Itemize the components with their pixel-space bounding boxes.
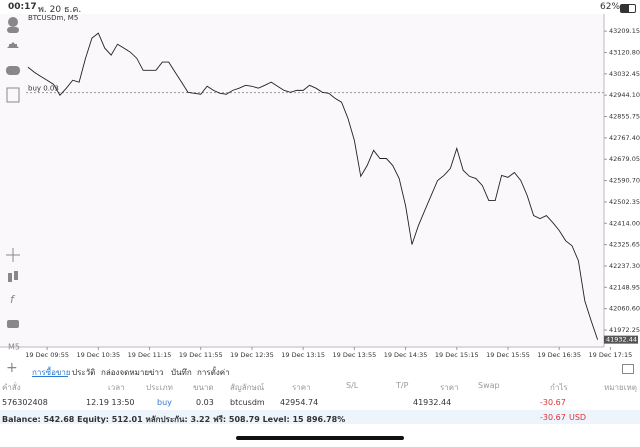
x-tick-label: 19 Dec 11:15 <box>128 351 172 359</box>
column-header: ราคา <box>292 383 311 392</box>
x-tick-label: 19 Dec 17:15 <box>589 351 633 359</box>
y-tick-label: 43120.80 <box>609 48 640 56</box>
column-header: ขนาด <box>193 383 214 392</box>
x-tick-label: 19 Dec 15:15 <box>435 351 479 359</box>
timeframe: M5 <box>8 343 20 352</box>
summary-bar <box>0 410 640 424</box>
y-tick-label: 42060.60 <box>609 305 640 313</box>
tab-underline <box>32 376 68 377</box>
tab[interactable]: ข่าว <box>149 368 164 377</box>
tab[interactable]: การตั้งค่า <box>197 368 230 377</box>
icon-candles <box>8 273 12 282</box>
x-tick-label: 19 Dec 16:35 <box>537 351 581 359</box>
tab[interactable]: การซื้อขาย <box>32 368 71 377</box>
icon-chat <box>6 66 20 75</box>
y-tick-label: 43032.45 <box>609 70 640 78</box>
column-header: คำสั่ง <box>2 383 21 392</box>
price-line <box>27 32 599 340</box>
x-tick-label: 19 Dec 15:55 <box>486 351 530 359</box>
currency: USD <box>569 413 587 422</box>
column-header: เวลา <box>108 383 125 392</box>
current-price: 41932.44 <box>413 398 452 407</box>
x-tick-label: 19 Dec 10:35 <box>76 351 120 359</box>
x-tick-label: 19 Dec 13:15 <box>281 351 325 359</box>
profit: -30.67 <box>540 398 566 407</box>
icon-account <box>7 27 19 33</box>
size: 0.03 <box>196 398 214 407</box>
time: 12.19 13:50 <box>86 398 135 407</box>
add-button[interactable]: + <box>6 360 18 376</box>
chart: BTCUSDm, M5 f M5 43209.15 43120.80 43032.4… <box>0 14 640 359</box>
column-header: หมายเหตุ <box>604 383 637 392</box>
layout-button[interactable] <box>622 364 634 374</box>
y-tick-label: 42767.40 <box>609 134 640 142</box>
type: buy <box>157 398 172 407</box>
icon-function: f <box>10 293 16 306</box>
y-tick-label: 42148.95 <box>609 283 640 291</box>
icon-objects <box>7 320 19 328</box>
icon-account <box>8 17 18 27</box>
position-label: buy 0.03 <box>28 85 59 93</box>
y-tick-label: 42944.10 <box>609 91 640 99</box>
toolbar: f <box>6 17 20 328</box>
battery: 62% <box>600 2 621 12</box>
tab[interactable]: บันทึก <box>171 368 192 377</box>
column-header: กำไร <box>550 383 568 392</box>
home-indicator <box>236 436 404 440</box>
last-price-box <box>604 335 638 344</box>
column-header: Swap <box>478 381 500 390</box>
summary: Balance: 542.68 Equity: 512.01 หลักประกั… <box>2 415 346 424</box>
column-header: สัญลักษณ์ <box>230 383 265 392</box>
y-tick-label: 41972.25 <box>609 326 640 334</box>
icon-new <box>6 87 20 103</box>
column-header: S/L <box>346 381 359 390</box>
column-header: ราคา <box>440 383 459 392</box>
x-tick-label: 19 Dec 09:55 <box>25 351 69 359</box>
order: 576302408 <box>2 398 48 407</box>
y-tick-label: 42679.05 <box>609 155 640 163</box>
icon-crosshair <box>6 248 20 262</box>
summary-profit: -30.67 <box>540 413 566 422</box>
icon-candles <box>14 271 18 280</box>
price: 42954.74 <box>280 398 319 407</box>
y-tick-label: 42414.00 <box>609 219 640 227</box>
x-tick-label: 19 Dec 13:55 <box>333 351 377 359</box>
battery-icon <box>620 4 636 13</box>
y-tick-label: 42325.65 <box>609 241 640 249</box>
x-tick-label: 19 Dec 11:55 <box>179 351 223 359</box>
tab[interactable]: ประวัติ <box>72 368 96 377</box>
y-tick-label: 42502.35 <box>609 198 640 206</box>
y-tick-label: 42237.30 <box>609 262 640 270</box>
chart-title: BTCUSDm, M5 <box>28 14 78 22</box>
status-date: พ. 20 ธ.ค. <box>38 5 82 15</box>
y-tick-label: 42590.70 <box>609 177 640 185</box>
column-header: ประเภท <box>146 383 173 392</box>
x-tick-label: 19 Dec 12:35 <box>230 351 274 359</box>
tab[interactable]: กล่องจดหมาย <box>101 368 150 377</box>
icon-trade <box>7 42 19 48</box>
status-time: 00:17 <box>8 2 37 12</box>
last-price-label: 41932.44 <box>606 336 637 344</box>
column-header: T/P <box>396 381 409 390</box>
x-tick-label: 19 Dec 14:35 <box>384 351 428 359</box>
y-tick-label: 42855.75 <box>609 113 640 121</box>
y-tick-label: 43209.15 <box>609 27 640 35</box>
plot-bg <box>0 14 604 347</box>
symbol: btcusdm <box>230 398 265 407</box>
